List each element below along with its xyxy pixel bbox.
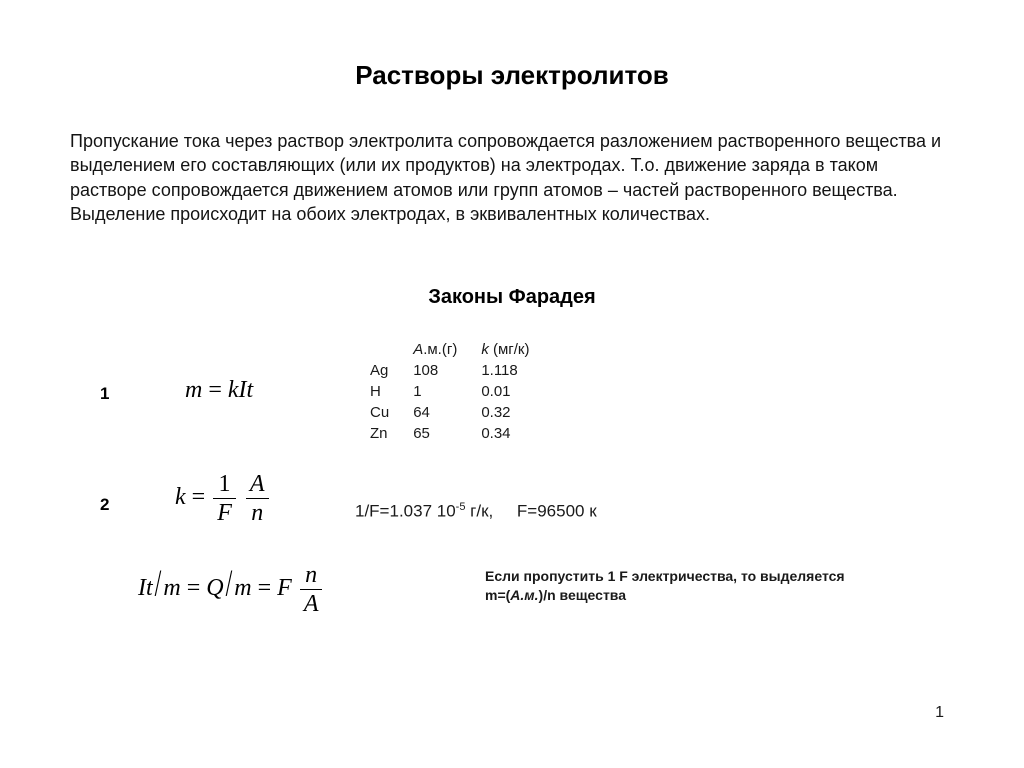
frac-den: A: [300, 590, 323, 616]
cell-am: 1: [413, 381, 481, 402]
law-row-2: 2 k=1F An 1/F=1.037 10-5 г/к, F=96500 к: [70, 467, 954, 557]
var-k: k: [175, 484, 186, 510]
constant-1f-exp: -5: [456, 501, 466, 513]
var-k: k: [228, 377, 239, 403]
var-t: t: [247, 377, 254, 403]
fraction-A-over-n: An: [244, 472, 271, 525]
var-I: I: [239, 377, 247, 403]
var-It: It: [138, 575, 153, 601]
section-subtitle: Законы Фарадея: [70, 286, 954, 309]
table-row: Zn 65 0.34: [370, 423, 553, 444]
frac-den: F: [213, 499, 236, 525]
cell-element: Cu: [370, 402, 413, 423]
formula-2: k=1F An: [175, 472, 271, 525]
slide-page: Растворы электролитов Пропускание тока ч…: [0, 0, 1024, 768]
formula-1: m=kIt: [185, 377, 253, 404]
table-row: H 1 0.01: [370, 381, 553, 402]
table-header-am: А.м.(г): [413, 339, 481, 360]
var-Q: Q: [206, 575, 223, 601]
table-header-row: А.м.(г) k (мг/к): [370, 339, 553, 360]
table-header-k-rest: (мг/к): [489, 341, 530, 358]
equals-sign: =: [252, 575, 278, 601]
constant-F: F=96500 к: [517, 502, 597, 521]
slash: /: [153, 564, 164, 607]
frac-den: n: [246, 499, 269, 525]
var-m: m: [163, 575, 180, 601]
table-header-element: [370, 339, 413, 360]
cell-k: 0.01: [481, 381, 553, 402]
formula-3: It/m=Q/m=F nA: [138, 563, 324, 616]
cell-am: 108: [413, 360, 481, 381]
cell-k: 0.32: [481, 402, 553, 423]
cell-k: 1.118: [481, 360, 553, 381]
slash: /: [224, 564, 235, 607]
bottom-note: Если пропустить 1 F электричества, то вы…: [485, 567, 845, 605]
var-m: m: [234, 575, 251, 601]
page-number: 1: [935, 704, 944, 722]
cell-am: 65: [413, 423, 481, 444]
fraction-1-over-F: 1F: [211, 472, 238, 525]
var-F: F: [277, 575, 292, 601]
cell-element: Zn: [370, 423, 413, 444]
law-row-1: 1 m=kIt А.м.(г) k (мг/к) Ag 108 1.118 H …: [70, 339, 954, 459]
frac-num: n: [300, 563, 323, 590]
note-am: А.м.: [510, 587, 538, 603]
spacer: [493, 502, 517, 521]
fraction-n-over-A: nA: [298, 563, 325, 616]
equals-sign: =: [181, 575, 207, 601]
elements-table: А.м.(г) k (мг/к) Ag 108 1.118 H 1 0.01 C…: [370, 339, 553, 444]
intro-paragraph: Пропускание тока через раствор электроли…: [70, 129, 954, 226]
cell-element: H: [370, 381, 413, 402]
table-row: Ag 108 1.118: [370, 360, 553, 381]
var-m: m: [185, 377, 202, 403]
constant-1f-suffix: г/к,: [465, 502, 493, 521]
cell-am: 64: [413, 402, 481, 423]
table-header-k-italic: k: [481, 341, 489, 358]
law-number-2: 2: [100, 495, 109, 515]
frac-num: A: [246, 472, 269, 499]
frac-num: 1: [213, 472, 236, 499]
equals-sign: =: [202, 377, 228, 403]
constant-1f-prefix: 1/F=1.037 10: [355, 502, 456, 521]
table-header-am-rest: .м.(г): [423, 341, 457, 358]
constants-line: 1/F=1.037 10-5 г/к, F=96500 к: [355, 501, 597, 522]
note-rest: )/n вещества: [539, 587, 626, 603]
law-number-1: 1: [100, 384, 109, 404]
equals-sign: =: [186, 484, 212, 510]
table-header-k: k (мг/к): [481, 339, 553, 360]
cell-element: Ag: [370, 360, 413, 381]
table-header-am-italic: А: [413, 341, 423, 358]
cell-k: 0.34: [481, 423, 553, 444]
note-m: m=(: [485, 587, 510, 603]
page-title: Растворы электролитов: [70, 60, 954, 91]
law-row-3: It/m=Q/m=F nA Если пропустить 1 F электр…: [70, 563, 954, 643]
table-row: Cu 64 0.32: [370, 402, 553, 423]
note-line1: Если пропустить 1 F электричества, то вы…: [485, 568, 845, 584]
